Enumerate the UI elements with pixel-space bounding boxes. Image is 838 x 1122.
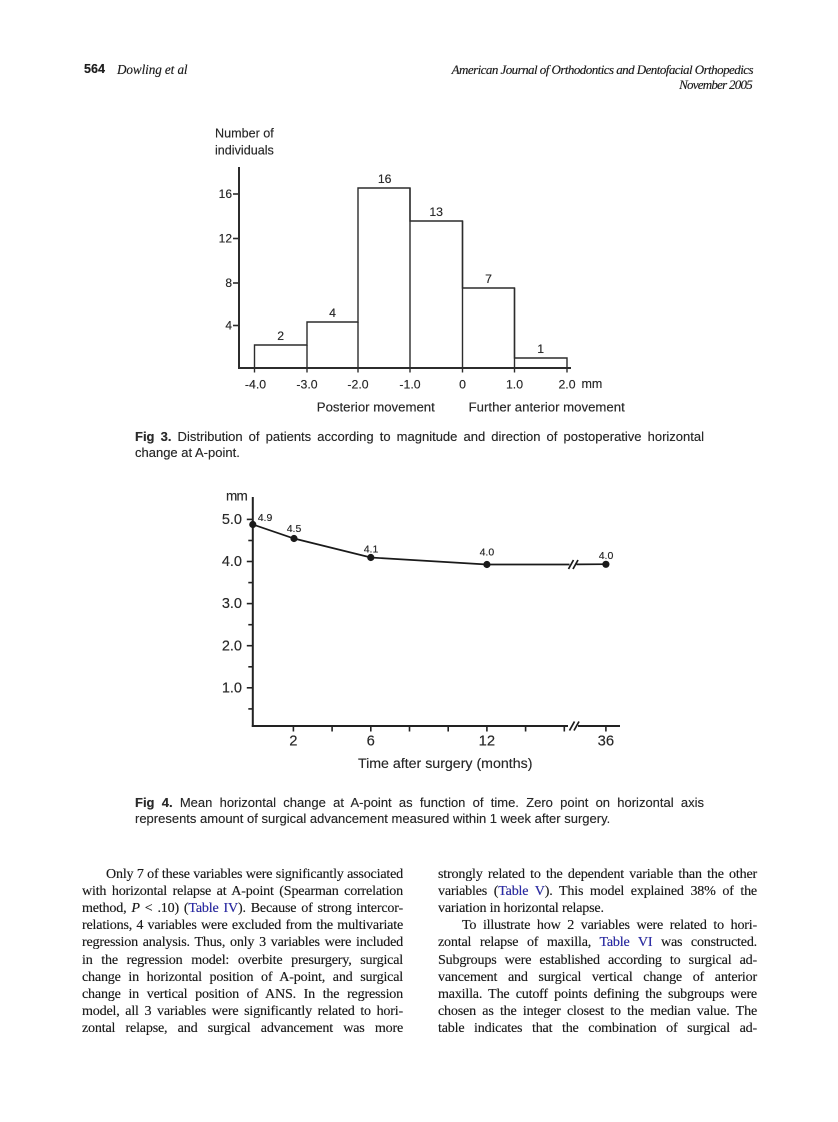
svg-text:4.0: 4.0 xyxy=(222,554,242,570)
svg-text:-1.0: -1.0 xyxy=(399,377,420,391)
svg-text:4.5: 4.5 xyxy=(287,523,302,535)
svg-text:3.0: 3.0 xyxy=(222,596,242,612)
svg-text:0: 0 xyxy=(459,377,466,391)
svg-text:16: 16 xyxy=(378,172,392,186)
svg-text:individuals: individuals xyxy=(215,144,274,158)
svg-text:5.0: 5.0 xyxy=(222,512,242,528)
svg-text:4.9: 4.9 xyxy=(258,512,273,524)
svg-text:4: 4 xyxy=(329,306,336,320)
svg-text:16: 16 xyxy=(219,187,233,201)
svg-text:Posterior movement: Posterior movement xyxy=(317,400,435,415)
svg-text:8: 8 xyxy=(225,276,232,290)
svg-text:Time after surgery (months): Time after surgery (months) xyxy=(358,756,533,772)
svg-text:-4.0: -4.0 xyxy=(245,377,266,391)
svg-text:4.0: 4.0 xyxy=(599,550,614,562)
svg-text:2.0: 2.0 xyxy=(222,638,242,654)
svg-text:mm: mm xyxy=(226,488,247,503)
svg-text:4.0: 4.0 xyxy=(480,547,495,559)
svg-text:mm: mm xyxy=(582,377,603,391)
svg-text:2: 2 xyxy=(277,329,284,343)
svg-text:1.0: 1.0 xyxy=(222,680,242,696)
svg-text:13: 13 xyxy=(429,205,443,219)
svg-text:6: 6 xyxy=(367,734,375,750)
svg-text:12: 12 xyxy=(219,232,233,246)
svg-text:4.1: 4.1 xyxy=(364,544,379,556)
svg-text:-3.0: -3.0 xyxy=(296,377,317,391)
svg-text:1.0: 1.0 xyxy=(506,377,523,391)
svg-text:Further anterior movement: Further anterior movement xyxy=(469,400,625,415)
svg-text:Number of: Number of xyxy=(215,127,274,141)
svg-text:-2.0: -2.0 xyxy=(347,377,368,391)
svg-text:7: 7 xyxy=(485,272,492,286)
svg-text:2.0: 2.0 xyxy=(558,377,575,391)
svg-text:1: 1 xyxy=(537,342,544,356)
svg-text:36: 36 xyxy=(598,734,614,750)
svg-text:2: 2 xyxy=(289,734,297,750)
svg-text:12: 12 xyxy=(479,734,495,750)
svg-text:4: 4 xyxy=(225,319,232,333)
